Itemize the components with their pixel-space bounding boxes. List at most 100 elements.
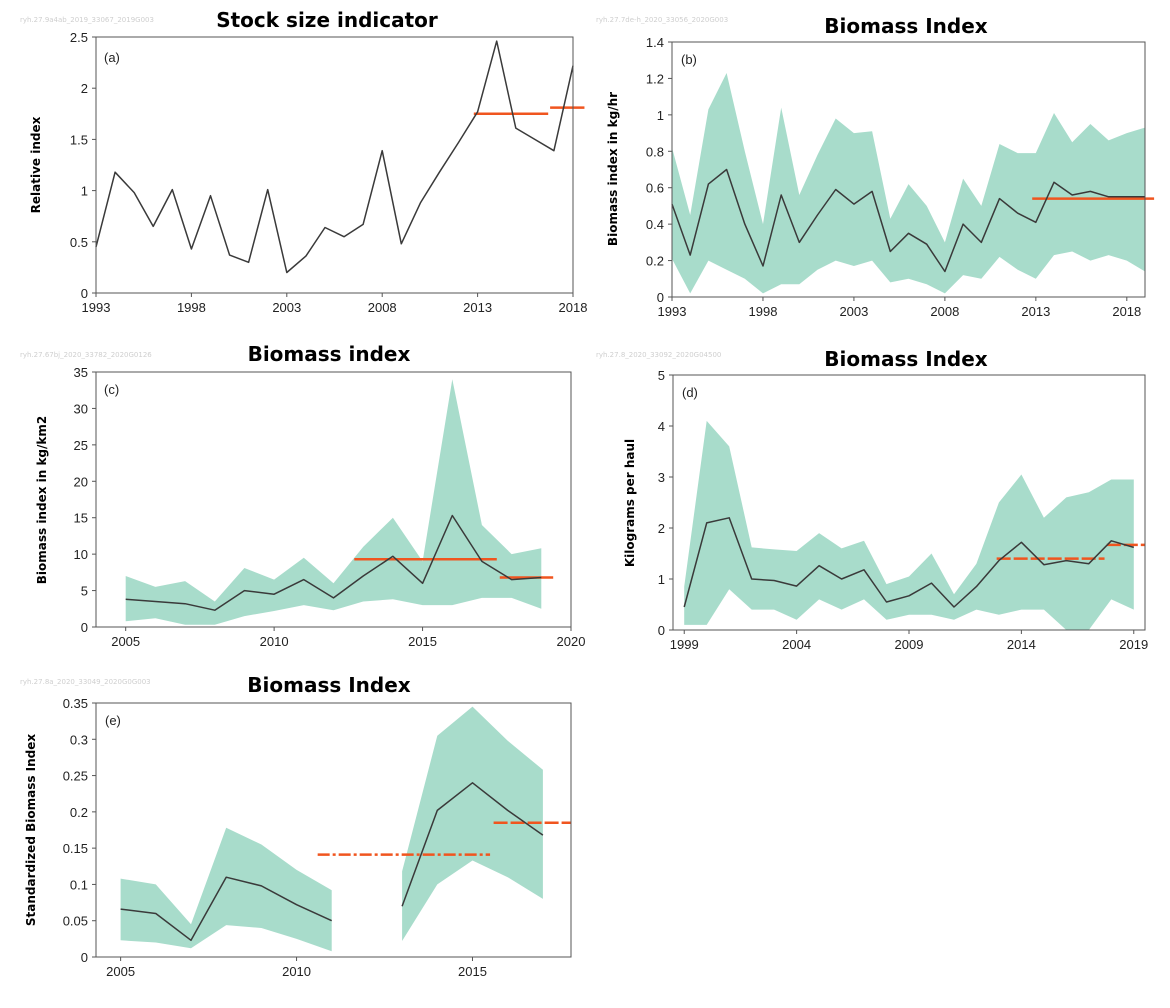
chart-b-xtick-label-1: 1998 <box>749 304 778 319</box>
chart-c-xtick-label-2: 2015 <box>408 634 437 649</box>
chart-e-xtick-label-1: 2010 <box>282 964 311 979</box>
chart-d-ytick-label-4: 4 <box>658 419 665 434</box>
chart-c-series-line-0 <box>125 514 542 611</box>
chart-a-title: Stock size indicator <box>216 8 438 32</box>
chart-d-confidence-band-0 <box>684 420 1134 630</box>
chart-e-series-line-1 <box>401 782 544 907</box>
chart-a-xtick-label-1: 1998 <box>177 300 206 315</box>
chart-d-watermark: ryh.27.8_2020_33092_2020G04500 <box>596 351 721 359</box>
chart-b-ytick-label-7: 1.4 <box>646 35 664 50</box>
chart-d-xtick-label-0: 1999 <box>670 637 699 652</box>
chart-b-watermark: ryh.27.7de-h_2020_33056_2020G003 <box>596 16 728 24</box>
chart-c-ytick-label-0: 0 <box>81 620 88 635</box>
chart-d-xtick-label-2: 2009 <box>895 637 924 652</box>
chart-d-panel-label: (d) <box>682 385 698 400</box>
chart-b-ytick-label-6: 1.2 <box>646 71 664 86</box>
chart-e-ytick-label-0: 0 <box>81 950 88 965</box>
chart-c-confidence-band-0 <box>125 379 542 625</box>
chart-e-confidence-band-1 <box>402 706 543 941</box>
chart-a: ryh.27.9a4ab_2019_33067_2019G003 Stock s… <box>20 8 587 315</box>
chart-b-plot: 1993 1998 2003 2008 2013 2018 0 0.2 0.4 0.6 0.8 1 1.… <box>646 35 1155 319</box>
chart-b-xtick-label-2: 2003 <box>839 304 868 319</box>
chart-e-title: Biomass Index <box>247 673 411 697</box>
chart-d-series-line-0 <box>683 517 1135 608</box>
chart-d-ytick-label-1: 1 <box>658 572 665 587</box>
chart-e-panel-label: (e) <box>105 713 121 728</box>
chart-c-watermark: ryh.27.67bj_2020_33782_2020G0126 <box>20 351 152 359</box>
chart-e-frame <box>95 702 572 958</box>
chart-b-ytick-label-4: 0.8 <box>646 144 664 159</box>
chart-a-ytick-label-1: 0.5 <box>70 235 88 250</box>
chart-d-ylabel: Kilograms per haul <box>623 439 637 567</box>
chart-b-xtick-label-0: 1993 <box>658 304 687 319</box>
chart-b-xtick-label-4: 2013 <box>1021 304 1050 319</box>
chart-a-xtick-label-3: 2008 <box>368 300 397 315</box>
chart-b-ytick-label-5: 1 <box>657 108 664 123</box>
chart-c-ytick-label-6: 30 <box>74 401 88 416</box>
chart-d-xtick-label-4: 2019 <box>1119 637 1148 652</box>
chart-c-ytick-label-4: 20 <box>74 474 88 489</box>
chart-b-xtick-label-3: 2008 <box>930 304 959 319</box>
chart-b-ytick-label-1: 0.2 <box>646 254 664 269</box>
chart-b-panel-label: (b) <box>681 52 697 67</box>
chart-a-ytick-label-0: 0 <box>81 286 88 301</box>
chart-a-xtick-label-0: 1993 <box>82 300 111 315</box>
chart-e-ytick-label-6: 0.3 <box>70 732 88 747</box>
chart-e-ylabel: Standardized Biomass Index <box>24 734 38 927</box>
chart-e-plot: 2005 2010 2015 0 0.05 0.1 0.15 0.2 0.25 0.3 0.35 <box>63 696 572 979</box>
chart-c-panel-label: (c) <box>104 382 119 397</box>
chart-c-ytick-label-5: 25 <box>74 438 88 453</box>
chart-b-title: Biomass Index <box>824 14 988 38</box>
chart-e: ryh.27.8a_2020_33049_2020G0G003 Biomass … <box>20 673 572 979</box>
chart-e-xtick-label-0: 2005 <box>106 964 135 979</box>
chart-e-series-line-0 <box>120 876 333 942</box>
chart-d: ryh.27.8_2020_33092_2020G04500 Biomass I… <box>596 347 1148 652</box>
chart-d-xtick-label-3: 2014 <box>1007 637 1036 652</box>
chart-b-confidence-band-0 <box>672 73 1145 294</box>
chart-e-ytick-label-3: 0.15 <box>63 841 88 856</box>
chart-c-ylabel: Biomass index in kg/km2 <box>35 416 49 585</box>
chart-a-xtick-label-5: 2018 <box>559 300 588 315</box>
chart-a-series-line-0 <box>95 40 574 274</box>
chart-b-ytick-label-2: 0.4 <box>646 217 664 232</box>
chart-b-ylabel: Biomass index in kg/hr <box>606 92 620 246</box>
chart-d-plot: 1999 2004 2009 2014 2019 0 1 2 3 4 5 <box>658 368 1148 652</box>
chart-a-xtick-label-2: 2003 <box>272 300 301 315</box>
chart-c-xtick-label-1: 2010 <box>260 634 289 649</box>
chart-c: ryh.27.67bj_2020_33782_2020G0126 Biomass… <box>20 342 585 649</box>
chart-d-ytick-label-3: 3 <box>658 470 665 485</box>
chart-d-ytick-label-5: 5 <box>658 368 665 383</box>
chart-c-ytick-label-7: 35 <box>74 365 88 380</box>
chart-e-ytick-label-4: 0.2 <box>70 805 88 820</box>
chart-b-ytick-label-0: 0 <box>657 290 664 305</box>
chart-e-ytick-label-7: 0.35 <box>63 696 88 711</box>
chart-c-xtick-label-0: 2005 <box>111 634 140 649</box>
chart-e-ytick-label-2: 0.1 <box>70 877 88 892</box>
chart-e-confidence-band-0 <box>120 827 332 952</box>
chart-a-frame <box>95 36 574 294</box>
chart-b-frame <box>671 41 1146 298</box>
chart-a-panel-label: (a) <box>104 50 120 65</box>
chart-c-ytick-label-1: 5 <box>81 584 88 599</box>
chart-a-ytick-label-3: 1.5 <box>70 132 88 147</box>
chart-a-ytick-label-5: 2.5 <box>70 30 88 45</box>
chart-d-xtick-label-1: 2004 <box>782 637 811 652</box>
chart-b-ytick-label-3: 0.6 <box>646 181 664 196</box>
chart-c-ytick-label-3: 15 <box>74 511 88 526</box>
chart-e-ytick-label-1: 0.05 <box>63 914 88 929</box>
chart-a-watermark: ryh.27.9a4ab_2019_33067_2019G003 <box>20 16 154 24</box>
chart-c-frame <box>95 371 572 628</box>
chart-a-xtick-label-4: 2013 <box>463 300 492 315</box>
chart-a-plot: 1993 1998 2003 2008 2013 2018 0 0.5 1 1.5 2 2.5 <box>70 30 588 315</box>
chart-e-ytick-label-5: 0.25 <box>63 769 88 784</box>
chart-a-ylabel: Relative index <box>29 116 43 213</box>
chart-a-ytick-label-4: 2 <box>81 81 88 96</box>
chart-c-plot: 2005 2010 2015 2020 0 5 10 15 20 25 30 35 <box>74 365 586 649</box>
chart-b-series-line-0 <box>671 168 1145 273</box>
chart-d-title: Biomass Index <box>824 347 988 371</box>
chart-c-title: Biomass index <box>248 342 411 366</box>
chart-e-watermark: ryh.27.8a_2020_33049_2020G0G003 <box>20 678 151 686</box>
chart-a-ytick-label-2: 1 <box>81 184 88 199</box>
chart-b-xtick-label-5: 2018 <box>1112 304 1141 319</box>
